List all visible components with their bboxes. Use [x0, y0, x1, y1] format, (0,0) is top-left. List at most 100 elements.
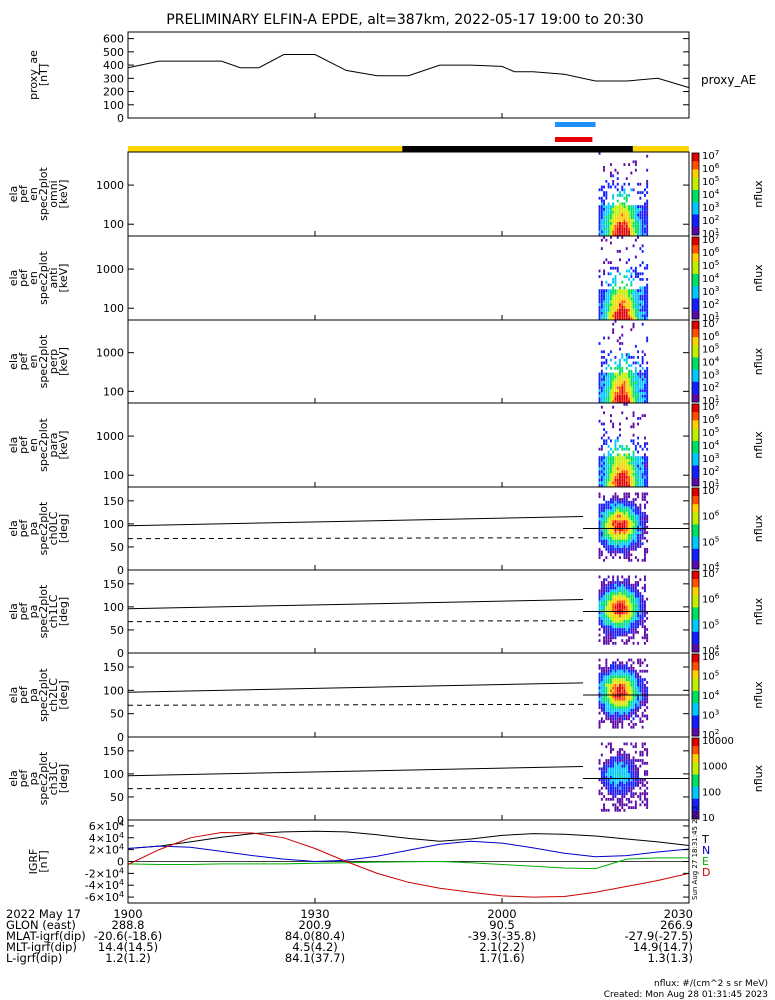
heatmap-cell: [605, 227, 608, 231]
heatmap-cell: [614, 439, 617, 443]
y-tick-label: 150: [103, 661, 124, 674]
heatmap-cell: [625, 695, 628, 698]
heatmap-cell: [603, 289, 605, 292]
heatmap-cell: [621, 586, 624, 590]
heatmap-cell: [637, 611, 639, 615]
colorbar-segment: [692, 804, 699, 808]
heatmap-cell: [641, 470, 644, 473]
heatmap-cell: [598, 380, 601, 384]
colorbar-segment: [692, 183, 699, 187]
heatmap-cell: [616, 581, 619, 584]
heatmap-cell: [610, 678, 612, 681]
colorbar-segment: [692, 562, 699, 566]
heatmap-cell: [614, 792, 617, 796]
heatmap-cell: [639, 470, 642, 473]
heatmap-cell: [632, 308, 635, 312]
heatmap-cell: [625, 706, 628, 709]
colorbar-segment: [692, 672, 699, 675]
heatmap-cell: [610, 748, 612, 751]
heatmap-cell: [610, 266, 612, 270]
heatmap-cell: [639, 597, 642, 601]
heatmap-cell: [616, 391, 619, 395]
heatmap-cell: [610, 419, 612, 423]
heatmap-cell: [616, 667, 619, 670]
heatmap-cell: [641, 311, 644, 315]
heatmap-cell: [621, 608, 624, 612]
heatmap-cell: [605, 520, 608, 523]
heatmap-cell: [607, 683, 610, 687]
heatmap-cell: [607, 592, 610, 595]
heatmap-cell: [614, 506, 617, 510]
heatmap-cell: [619, 617, 621, 620]
heatmap-cell: [603, 422, 605, 426]
heatmap-cell: [605, 500, 608, 504]
heatmap-cell: [612, 470, 615, 473]
heatmap-cell: [628, 575, 630, 579]
heatmap-cell: [600, 473, 603, 476]
heatmap-cell: [610, 706, 612, 709]
heatmap-cell: [610, 683, 612, 687]
heatmap-cell: [603, 669, 605, 673]
heatmap-cell: [600, 600, 603, 604]
heatmap-cell: [619, 764, 621, 768]
heatmap-cell: [623, 753, 626, 757]
heatmap-cell: [634, 678, 637, 681]
heatmap-cell: [600, 606, 603, 609]
heatmap-cell: [625, 686, 628, 690]
heatmap-cell: [600, 369, 603, 373]
heatmap-cell: [607, 378, 610, 381]
heatmap-cell: [600, 678, 603, 681]
heatmap-cell: [634, 525, 637, 529]
heatmap-cell: [605, 661, 608, 665]
heatmap-cell: [632, 244, 635, 248]
y-tick-label: 100: [103, 518, 124, 531]
heatmap-cell: [637, 208, 639, 211]
heatmap-cell: [600, 436, 603, 440]
heatmap-cell: [598, 792, 601, 796]
heatmap-cell: [619, 208, 621, 211]
heatmap-cell: [600, 542, 603, 546]
heatmap-cell: [600, 219, 603, 222]
heatmap-cell: [625, 314, 628, 318]
heatmap-cell: [603, 675, 605, 679]
colorbar-segment: [692, 597, 699, 600]
heatmap-cell: [646, 514, 649, 518]
colorbar-segment: [692, 552, 699, 556]
heatmap-cell: [607, 597, 610, 601]
colorbar-tick-label: 104: [702, 187, 720, 201]
heatmap-cell: [607, 506, 610, 510]
heatmap-cell: [628, 597, 630, 601]
heatmap-cell: [641, 380, 644, 384]
colorbar-segment: [692, 806, 699, 810]
heatmap-cell: [607, 550, 610, 554]
heatmap-cell: [641, 597, 644, 601]
heatmap-cell: [621, 525, 624, 529]
x-axis-row-value: 1900: [113, 907, 142, 921]
colorbar-segment: [692, 406, 699, 409]
heatmap-cell: [616, 586, 619, 590]
heatmap-cell: [610, 213, 612, 217]
colorbar-tick-label: 101: [702, 477, 719, 491]
heatmap-cell: [644, 202, 646, 206]
heatmap-cell: [612, 328, 615, 332]
heatmap-cell: [628, 589, 630, 593]
heatmap-cell: [605, 456, 608, 459]
heatmap-cell: [621, 600, 624, 604]
heatmap-cell: [607, 600, 610, 604]
heatmap-cell: [614, 514, 617, 518]
heatmap-cell: [637, 536, 639, 540]
heatmap-cell: [623, 317, 626, 320]
heatmap-cell: [623, 756, 626, 760]
heatmap-cell: [612, 773, 615, 776]
heatmap-cell: [605, 692, 608, 695]
heatmap-cell: [634, 517, 637, 521]
heatmap-cell: [600, 778, 603, 782]
colorbar-segment: [692, 546, 699, 550]
heatmap-cell: [607, 464, 610, 468]
heatmap-cell: [605, 600, 608, 604]
heatmap-cell: [600, 511, 603, 515]
heatmap-cell: [616, 689, 619, 693]
heatmap-cell: [625, 661, 628, 665]
heatmap-cell: [603, 208, 605, 211]
heatmap-cell: [644, 394, 646, 398]
